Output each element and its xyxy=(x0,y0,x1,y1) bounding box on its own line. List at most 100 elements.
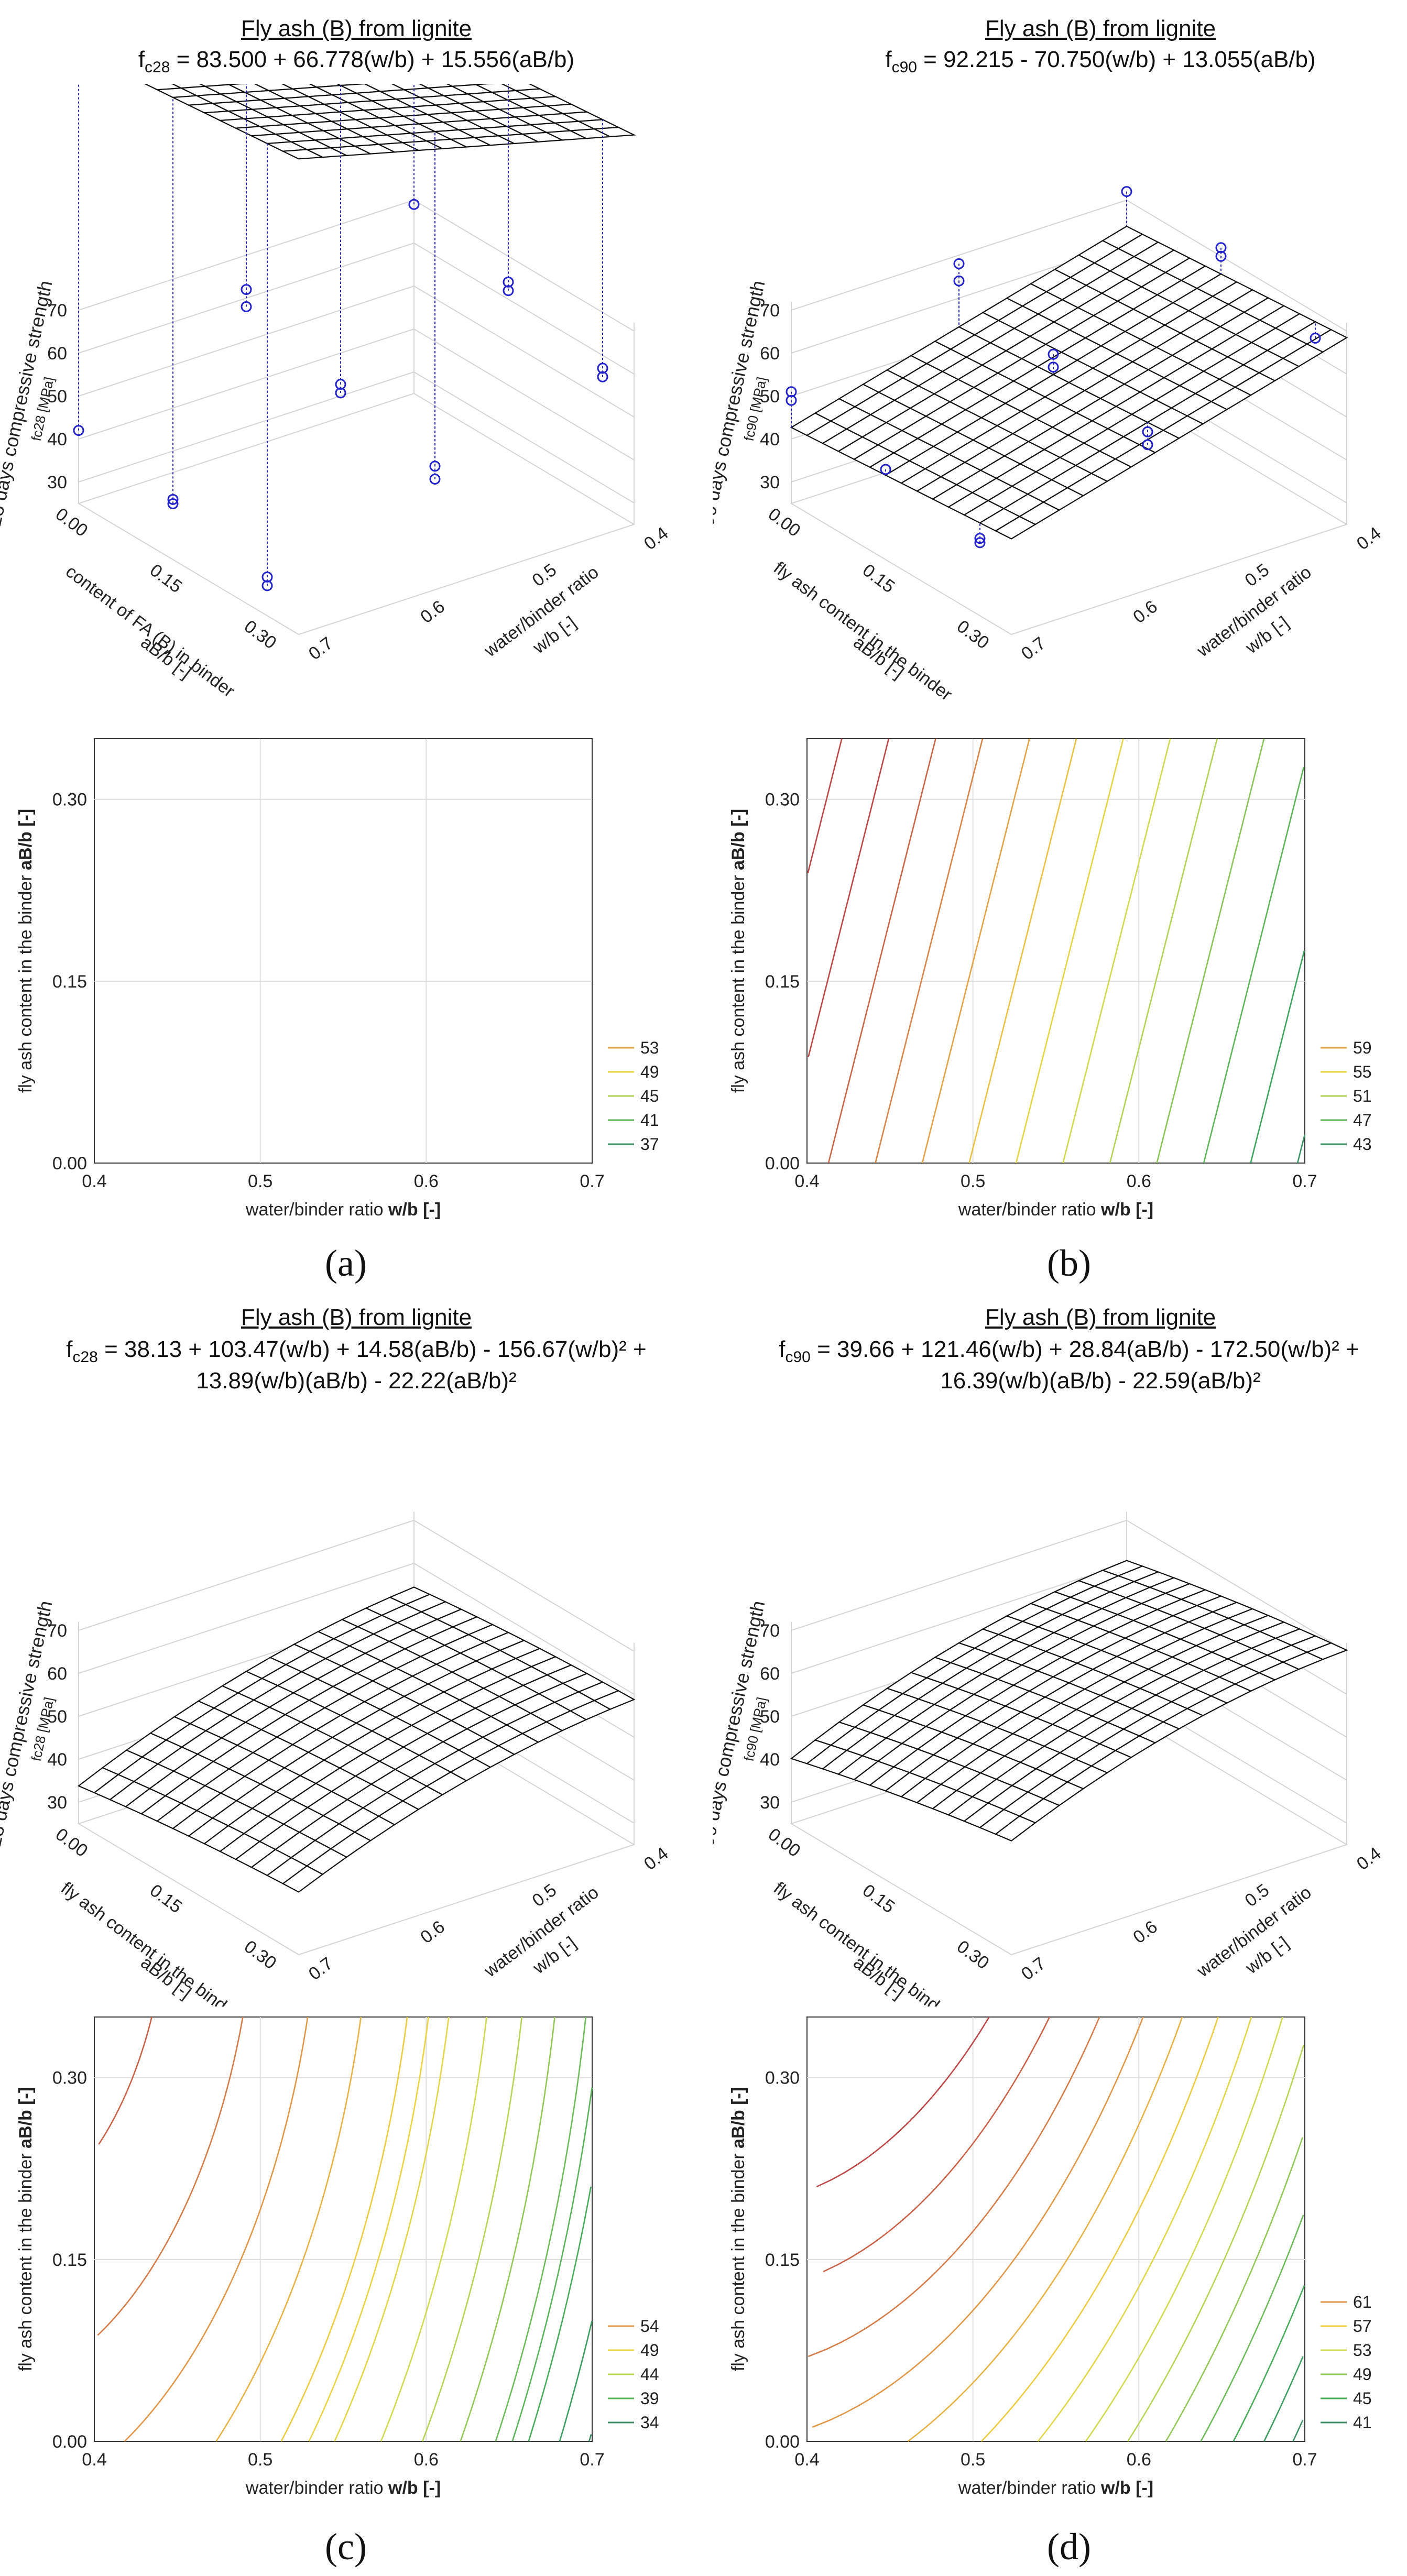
contour-line xyxy=(1127,2045,1304,2442)
wb-tick-label: 0.5 xyxy=(529,1880,561,1911)
fa-tick-label: 0.15 xyxy=(859,560,899,597)
data-point xyxy=(167,494,179,505)
z-tick-label: 30 xyxy=(760,473,780,492)
legend-label: 49 xyxy=(640,2341,659,2360)
legend-label: 41 xyxy=(640,1111,659,1130)
data-point xyxy=(335,379,346,390)
contour-line xyxy=(1233,2285,1305,2442)
z-tick-label: 30 xyxy=(47,473,67,492)
x-tick-label: 0.5 xyxy=(248,1171,272,1191)
z-tick-label: 60 xyxy=(47,344,67,364)
legend-label: 39 xyxy=(640,2389,659,2408)
legend-label: 51 xyxy=(1353,1087,1372,1105)
z-tick-label: 40 xyxy=(760,1750,780,1770)
data-point xyxy=(1310,332,1321,344)
fa-tick-label: 0.00 xyxy=(765,504,804,541)
panel-d-letter: (d) xyxy=(1047,2526,1091,2568)
contour-line xyxy=(1015,738,1124,1164)
z-tick-label: 60 xyxy=(47,1664,67,1684)
floor-outline xyxy=(77,392,636,635)
contour-line xyxy=(308,2016,429,2442)
fa-tick-label: 0.15 xyxy=(146,1880,186,1917)
z-tick-label: 60 xyxy=(760,1664,780,1684)
panel-b-title: Fly ash (B) from lignite xyxy=(985,16,1216,41)
fa-tick-label: 0.15 xyxy=(859,1880,899,1917)
surface-cell xyxy=(592,126,637,138)
wb-tick-label: 0.4 xyxy=(640,1844,672,1875)
contour-line xyxy=(808,2016,1100,2358)
y-axis-label: fly ash content in the binder aB/b [-] xyxy=(728,2087,748,2371)
x-tick-label: 0.6 xyxy=(414,1171,439,1191)
wb-tick-label: 0.7 xyxy=(1018,633,1050,664)
legend-label: 49 xyxy=(1353,2365,1372,2384)
y-tick-label: 0.30 xyxy=(765,2068,800,2088)
z-tick-label: 40 xyxy=(760,430,780,450)
y-tick-label: 0.00 xyxy=(52,1154,87,1174)
z-tick-label: 50 xyxy=(760,1707,780,1727)
x-tick-label: 0.7 xyxy=(580,2450,604,2470)
surface-cell xyxy=(593,1690,636,1710)
surface-cell xyxy=(1305,1642,1348,1660)
x-tick-label: 0.7 xyxy=(1292,1171,1317,1191)
panel-a-equation: fc28 = 83.500 + 66.778(w/b) + 15.556(aB/… xyxy=(138,47,575,76)
wb-tick-label: 0.5 xyxy=(529,560,561,591)
y-tick-label: 0.30 xyxy=(52,2068,87,2088)
y-tick-label: 0.15 xyxy=(52,2250,87,2270)
x-axis-label: water/binder ratio w/b [-] xyxy=(958,1200,1153,1220)
data-point xyxy=(241,301,252,312)
wb-tick-label: 0.7 xyxy=(305,633,337,664)
contour-plot-c: 0.4 0.5 0.6 0.7 0.00 0.15 0.30 water/binder rat… xyxy=(16,2016,659,2498)
contour-plot-b: 0.4 0.5 0.6 0.7 0.00 0.15 0.30 water/binder rat… xyxy=(728,738,1372,1220)
x-tick-label: 0.6 xyxy=(414,2450,439,2470)
data-point xyxy=(597,371,608,382)
z-tick-label: 40 xyxy=(47,430,67,450)
contour-line xyxy=(1109,738,1218,1164)
data-point xyxy=(974,533,986,544)
z-tick-label: 50 xyxy=(47,1707,67,1727)
contour-line xyxy=(528,2186,592,2442)
wb-tick-label: 0.5 xyxy=(1241,560,1273,591)
contour-line xyxy=(1156,738,1265,1164)
y-tick-label: 0.15 xyxy=(765,972,800,992)
z-tick-label: 70 xyxy=(47,1621,67,1641)
data-point xyxy=(73,425,84,436)
panel-c-title: Fly ash (B) from lignite xyxy=(241,1305,472,1330)
legend-label: 45 xyxy=(1353,2389,1372,2408)
contour-line xyxy=(823,2016,1051,2273)
legend-label: 57 xyxy=(1353,2317,1372,2336)
y-tick-label: 0.15 xyxy=(52,972,87,992)
data-point xyxy=(597,363,608,374)
y-tick-label: 0.00 xyxy=(52,2432,87,2452)
x-tick-label: 0.6 xyxy=(1127,1171,1151,1191)
z-tick-label: 60 xyxy=(760,344,780,364)
contour-line xyxy=(812,2016,1144,2428)
x-tick-label: 0.4 xyxy=(82,2450,106,2470)
contour-line xyxy=(1085,2016,1283,2442)
contour-line xyxy=(1203,766,1305,1164)
panel-d-title: Fly ash (B) from lignite xyxy=(985,1305,1216,1330)
data-point xyxy=(1215,242,1227,254)
data-point xyxy=(1048,348,1059,360)
contour-line xyxy=(98,2016,152,2145)
y-tick-label: 0.30 xyxy=(52,790,87,810)
fa-tick-label: 0.30 xyxy=(953,616,993,653)
wall-gridline xyxy=(78,328,635,461)
contour-line xyxy=(1037,2016,1252,2442)
contour-line xyxy=(875,738,984,1164)
legend-label: 61 xyxy=(1353,2293,1372,2311)
data-point xyxy=(241,284,252,295)
contour-line xyxy=(215,2016,362,2442)
panel-d-equation-line2: 16.39(w/b)(aB/b) - 22.59(aB/b)² xyxy=(940,1368,1261,1394)
contour-line xyxy=(124,2016,309,2442)
plot-area xyxy=(806,2016,1305,2442)
z-tick-label: 50 xyxy=(760,387,780,407)
data-point xyxy=(429,473,441,485)
contour-line xyxy=(808,738,890,1057)
legend-label: 53 xyxy=(1353,2341,1372,2360)
y-axis-label: fly ash content in the binder aB/b [-] xyxy=(728,809,748,1093)
contour-line xyxy=(907,2016,1183,2442)
z-tick-label: 30 xyxy=(47,1793,67,1813)
